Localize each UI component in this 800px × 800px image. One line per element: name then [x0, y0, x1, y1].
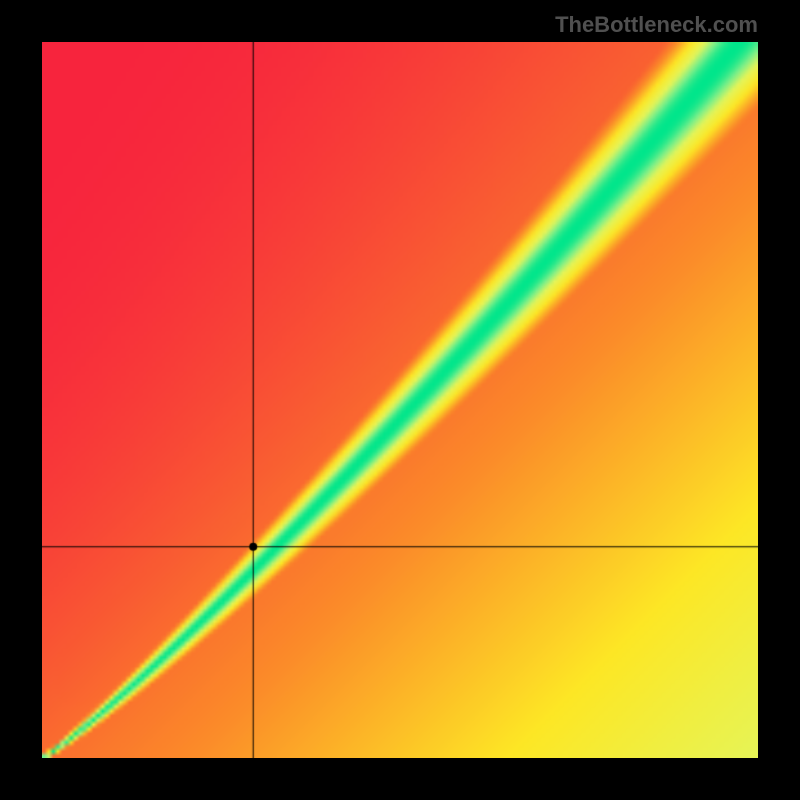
watermark-text: TheBottleneck.com — [555, 12, 758, 38]
bottleneck-heatmap — [42, 42, 758, 758]
